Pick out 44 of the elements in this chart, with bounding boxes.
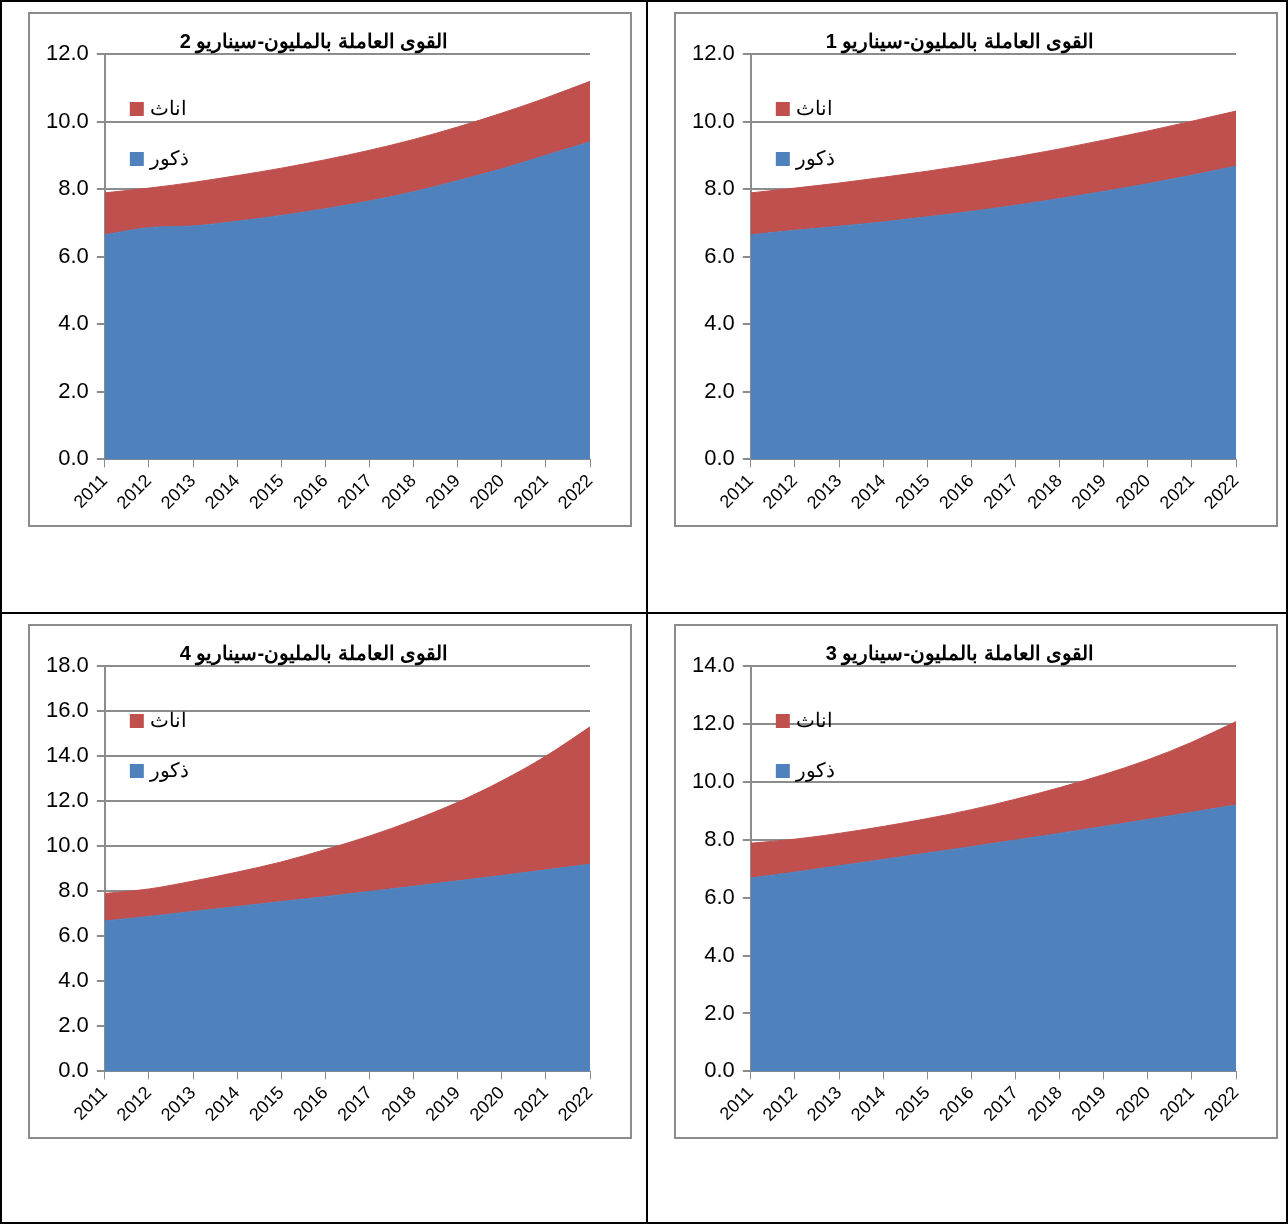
y-tick-label: 8.0 xyxy=(704,825,735,851)
y-tick-label: 12.0 xyxy=(45,787,89,813)
legend-label: ذكور xyxy=(794,146,835,170)
chart-title: القوى العاملة بالمليون-سيناريو 2 xyxy=(179,29,449,54)
legend-label: اناث xyxy=(149,96,187,119)
y-tick-label: 4.0 xyxy=(58,310,89,336)
legend-label: اناث xyxy=(795,96,833,119)
y-tick-label: 2.0 xyxy=(58,377,89,403)
y-tick-label: 8.0 xyxy=(58,175,89,201)
y-tick-label: 12.0 xyxy=(45,40,89,66)
y-tick-label: 6.0 xyxy=(58,922,89,948)
y-tick-label: 2.0 xyxy=(704,377,735,403)
chart-title: القوى العاملة بالمليون-سيناريو 3 xyxy=(825,641,1095,666)
chart-title: القوى العاملة بالمليون-سيناريو 4 xyxy=(179,641,449,666)
y-tick-label: 8.0 xyxy=(58,877,89,903)
y-tick-label: 10.0 xyxy=(45,832,89,858)
y-tick-label: 0.0 xyxy=(704,1057,735,1083)
y-tick-label: 4.0 xyxy=(58,967,89,993)
y-tick-label: 6.0 xyxy=(58,242,89,268)
y-tick-label: 8.0 xyxy=(704,175,735,201)
y-tick-label: 2.0 xyxy=(58,1012,89,1038)
legend-label: اناث xyxy=(795,708,833,731)
y-tick-label: 4.0 xyxy=(704,941,735,967)
y-tick-label: 14.0 xyxy=(45,742,89,768)
y-tick-label: 6.0 xyxy=(704,883,735,909)
y-tick-label: 10.0 xyxy=(691,767,735,793)
y-tick-label: 4.0 xyxy=(704,310,735,336)
y-tick-label: 0.0 xyxy=(58,445,89,471)
y-tick-label: 0.0 xyxy=(58,1057,89,1083)
legend-label: ذكور xyxy=(148,146,189,170)
y-tick-label: 10.0 xyxy=(691,107,735,133)
y-tick-label: 0.0 xyxy=(704,445,735,471)
y-tick-label: 6.0 xyxy=(704,242,735,268)
legend-label: اناث xyxy=(149,708,187,731)
y-tick-label: 10.0 xyxy=(45,107,89,133)
legend-label: ذكور xyxy=(794,758,835,782)
y-tick-label: 12.0 xyxy=(691,709,735,735)
y-tick-label: 2.0 xyxy=(704,999,735,1025)
y-tick-label: 18.0 xyxy=(45,652,89,678)
chart-title: القوى العاملة بالمليون-سيناريو 1 xyxy=(825,29,1095,54)
y-tick-label: 14.0 xyxy=(691,652,735,678)
legend-label: ذكور xyxy=(148,758,189,782)
y-tick-label: 16.0 xyxy=(45,697,89,723)
y-tick-label: 12.0 xyxy=(691,40,735,66)
